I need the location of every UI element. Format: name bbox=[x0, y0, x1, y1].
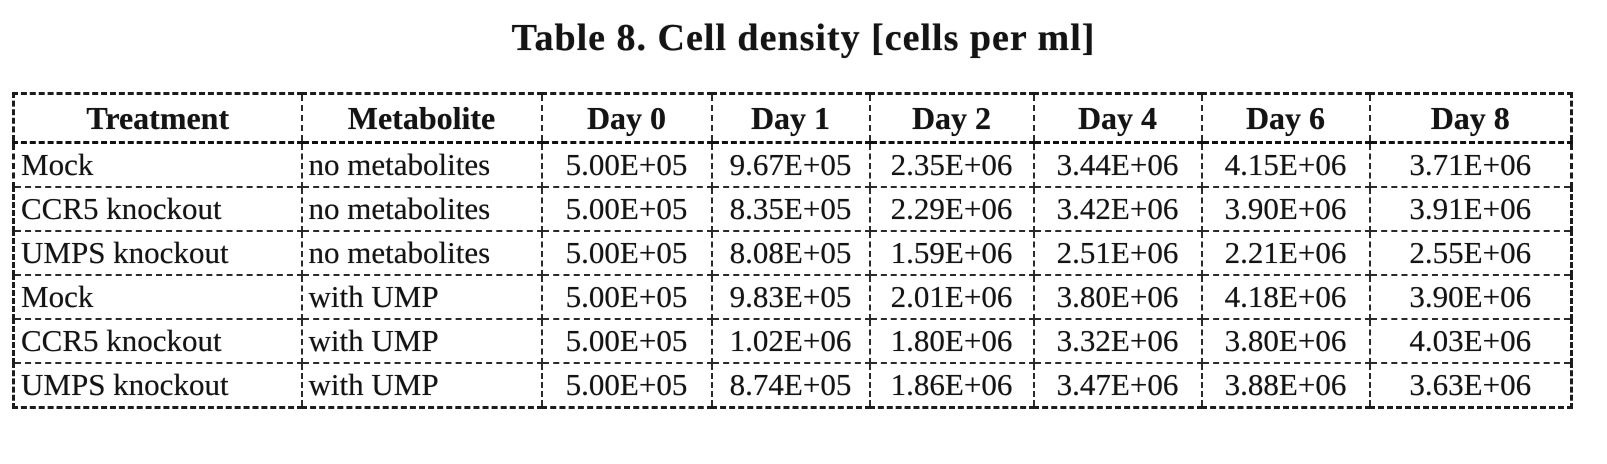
table-row: UMPS knockout no metabolites 5.00E+05 8.… bbox=[12, 230, 1573, 276]
table-row: Mock with UMP 5.00E+05 9.83E+05 2.01E+06… bbox=[12, 274, 1573, 320]
treatment-cell: UMPS knockout bbox=[12, 230, 303, 276]
day1-value: 8.74E+05 bbox=[710, 362, 871, 409]
day8-value: 4.03E+06 bbox=[1368, 318, 1573, 364]
day6-value: 4.18E+06 bbox=[1200, 274, 1371, 320]
column-header-day-4: Day 4 bbox=[1032, 92, 1203, 144]
column-header-day-2: Day 2 bbox=[868, 92, 1035, 144]
day2-value: 1.86E+06 bbox=[868, 362, 1035, 409]
cell-density-table: Treatment Metabolite Day 0 Day 1 Day 2 D… bbox=[12, 92, 1573, 409]
day4-value: 2.51E+06 bbox=[1032, 230, 1203, 276]
day2-value: 2.29E+06 bbox=[868, 186, 1035, 232]
treatment-cell: UMPS knockout bbox=[12, 362, 303, 409]
day4-value: 3.80E+06 bbox=[1032, 274, 1203, 320]
metabolite-cell: no metabolites bbox=[300, 141, 543, 188]
day1-value: 8.35E+05 bbox=[710, 186, 871, 232]
day0-value: 5.00E+05 bbox=[540, 362, 713, 409]
day1-value: 9.83E+05 bbox=[710, 274, 871, 320]
metabolite-cell: with UMP bbox=[300, 318, 543, 364]
metabolite-cell: with UMP bbox=[300, 362, 543, 409]
day8-value: 3.91E+06 bbox=[1368, 186, 1573, 232]
day1-value: 9.67E+05 bbox=[710, 141, 871, 188]
day6-value: 3.80E+06 bbox=[1200, 318, 1371, 364]
day2-value: 1.59E+06 bbox=[868, 230, 1035, 276]
day8-value: 2.55E+06 bbox=[1368, 230, 1573, 276]
day0-value: 5.00E+05 bbox=[540, 186, 713, 232]
day1-value: 1.02E+06 bbox=[710, 318, 871, 364]
cell-density-table-container: Treatment Metabolite Day 0 Day 1 Day 2 D… bbox=[12, 92, 1573, 409]
day6-value: 3.88E+06 bbox=[1200, 362, 1371, 409]
day4-value: 3.44E+06 bbox=[1032, 141, 1203, 188]
metabolite-cell: with UMP bbox=[300, 274, 543, 320]
day6-value: 4.15E+06 bbox=[1200, 141, 1371, 188]
day8-value: 3.71E+06 bbox=[1368, 141, 1573, 188]
column-header-day-0: Day 0 bbox=[540, 92, 713, 144]
day0-value: 5.00E+05 bbox=[540, 318, 713, 364]
day8-value: 3.63E+06 bbox=[1368, 362, 1573, 409]
day4-value: 3.47E+06 bbox=[1032, 362, 1203, 409]
column-header-day-1: Day 1 bbox=[710, 92, 871, 144]
day4-value: 3.32E+06 bbox=[1032, 318, 1203, 364]
table-row: UMPS knockout with UMP 5.00E+05 8.74E+05… bbox=[12, 362, 1573, 409]
day0-value: 5.00E+05 bbox=[540, 274, 713, 320]
treatment-cell: Mock bbox=[12, 141, 303, 188]
day6-value: 2.21E+06 bbox=[1200, 230, 1371, 276]
column-header-day-6: Day 6 bbox=[1200, 92, 1371, 144]
treatment-cell: CCR5 knockout bbox=[12, 318, 303, 364]
day6-value: 3.90E+06 bbox=[1200, 186, 1371, 232]
table-row: CCR5 knockout no metabolites 5.00E+05 8.… bbox=[12, 186, 1573, 232]
day2-value: 2.35E+06 bbox=[868, 141, 1035, 188]
day8-value: 3.90E+06 bbox=[1368, 274, 1573, 320]
column-header-metabolite: Metabolite bbox=[300, 92, 543, 144]
column-header-treatment: Treatment bbox=[12, 92, 303, 144]
metabolite-cell: no metabolites bbox=[300, 230, 543, 276]
header-row: Treatment Metabolite Day 0 Day 1 Day 2 D… bbox=[12, 92, 1573, 144]
treatment-cell: CCR5 knockout bbox=[12, 186, 303, 232]
metabolite-cell: no metabolites bbox=[300, 186, 543, 232]
day1-value: 8.08E+05 bbox=[710, 230, 871, 276]
table-title: Table 8. Cell density [cells per ml] bbox=[511, 17, 1096, 59]
table-row: Mock no metabolites 5.00E+05 9.67E+05 2.… bbox=[12, 141, 1573, 188]
day2-value: 2.01E+06 bbox=[868, 274, 1035, 320]
column-header-day-8: Day 8 bbox=[1368, 92, 1573, 144]
day0-value: 5.00E+05 bbox=[540, 141, 713, 188]
day4-value: 3.42E+06 bbox=[1032, 186, 1203, 232]
treatment-cell: Mock bbox=[12, 274, 303, 320]
day0-value: 5.00E+05 bbox=[540, 230, 713, 276]
day2-value: 1.80E+06 bbox=[868, 318, 1035, 364]
table-row: CCR5 knockout with UMP 5.00E+05 1.02E+06… bbox=[12, 318, 1573, 364]
